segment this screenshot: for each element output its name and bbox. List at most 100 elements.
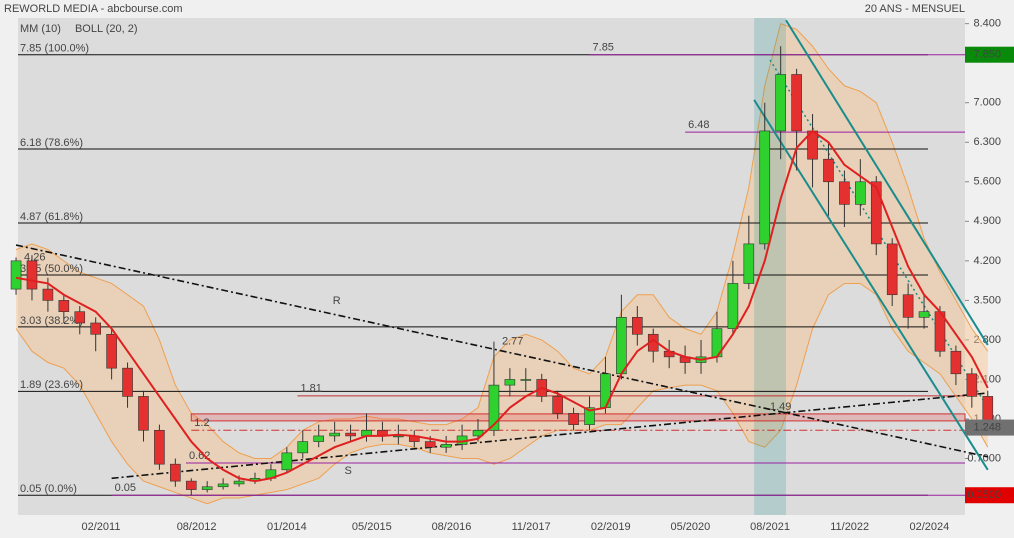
candle-body (313, 435, 325, 442)
level-label: 7.85 (593, 42, 614, 54)
moving-average (15, 129, 989, 483)
candle-body (632, 317, 643, 335)
candle-body (552, 396, 563, 414)
channel-midline (769, 59, 989, 408)
trendline-label: S (345, 465, 352, 477)
trendline (15, 244, 988, 458)
fib-label: 0.05 (0.0%) (20, 483, 77, 495)
candle-body (90, 322, 101, 335)
y-tick-label: 8.400 (973, 18, 1001, 30)
fib-label: 3.03 (38.2%) (20, 315, 83, 327)
candle-body (823, 158, 834, 183)
candle-body (424, 441, 436, 448)
x-tick-label: 11/2017 (512, 521, 551, 533)
candle-body (855, 181, 866, 205)
candle-body (440, 444, 452, 448)
candle-body (393, 435, 404, 438)
candle-body (616, 317, 627, 375)
candle-body (488, 384, 500, 431)
candle-body (58, 300, 70, 312)
y-tick-label: 5.600 (973, 176, 1001, 188)
x-tick-label: 08/2012 (177, 521, 217, 533)
candle-body (217, 483, 229, 488)
bollinger-lower (15, 282, 989, 505)
candle-body (918, 311, 930, 318)
candle-body (233, 480, 245, 485)
candle-body (775, 74, 786, 132)
candle-body (122, 367, 133, 397)
channel-line (785, 19, 989, 346)
candle-body (504, 379, 516, 386)
bollinger-fill (16, 23, 988, 504)
x-tick-label: 05/2015 (352, 521, 392, 533)
price-tag-label: 0.0500 (967, 489, 1001, 501)
candle-body (106, 333, 117, 369)
chart-title: REWORLD MEDIA - abcbourse.com (4, 3, 183, 15)
candle-body (520, 379, 532, 381)
candle-body (74, 311, 86, 324)
candle-body (170, 463, 181, 482)
candle-body (568, 413, 579, 425)
trendline (111, 392, 988, 480)
level-label: 6.48 (688, 119, 709, 131)
fib-label: 4.87 (61.8%) (20, 211, 83, 223)
candle-body (870, 181, 882, 245)
price-tag (965, 487, 1014, 504)
candle-body (10, 260, 22, 290)
candle-body (727, 283, 739, 329)
price-tag-label: 1.248 (973, 421, 1001, 433)
candle-body (902, 294, 914, 318)
y-tick-label: 2.800 (973, 334, 1001, 346)
candle-body (743, 243, 755, 284)
chart-subtitle: 20 ANS - MENSUEL (865, 3, 965, 15)
bollinger-upper (15, 22, 989, 460)
y-tick-label: 6.300 (973, 136, 1001, 148)
price-tag (965, 419, 1014, 436)
candle-body (600, 373, 611, 408)
candle-body (345, 432, 356, 437)
x-tick-label: 05/2020 (671, 521, 711, 533)
candle-body (584, 407, 595, 425)
candle-body (329, 432, 340, 437)
fib-label: 1.89 (23.6%) (20, 379, 83, 391)
legend-item: MM (10) (20, 23, 61, 35)
y-tick-label: 7.000 (973, 97, 1001, 109)
candle-body (42, 288, 54, 301)
candle-body (26, 260, 38, 290)
level-label: 1.81 (300, 383, 321, 395)
plot-area (18, 18, 965, 515)
trendline-label: R (333, 295, 341, 307)
candle-body (791, 74, 802, 132)
x-tick-label: 08/2021 (750, 521, 790, 533)
candle-body (966, 373, 978, 397)
candle-body (185, 480, 197, 490)
candle-body (839, 181, 850, 205)
candle-body (950, 350, 962, 375)
candle-body (281, 452, 293, 471)
x-tick-label: 02/2019 (591, 521, 631, 533)
x-tick-label: 11/2022 (830, 521, 869, 533)
peak-label: 4.26 (24, 251, 45, 263)
level-label: 0.62 (189, 450, 210, 462)
candle-body (886, 243, 898, 296)
y-tick-label: 2.100 (973, 373, 1001, 385)
fib-label: 6.18 (78.6%) (20, 137, 83, 149)
candle-body (138, 396, 149, 431)
y-tick-label: 0.7000 (967, 452, 1001, 464)
x-tick-label: 01/2014 (267, 521, 307, 533)
y-tick-label: 4.900 (973, 215, 1001, 227)
candle-body (297, 441, 309, 454)
peak-label: 2.77 (502, 336, 523, 348)
level-label: 0.05 (115, 482, 136, 494)
x-tick-label: 08/2016 (432, 521, 472, 533)
x-tick-label: 02/2011 (82, 521, 121, 533)
fib-label: 7.85 (100.0%) (20, 43, 89, 55)
legend-item: BOLL (20, 2) (75, 23, 138, 35)
price-tag (965, 46, 1014, 63)
candle-body (154, 429, 165, 465)
level-label: 1.2 (194, 417, 209, 429)
price-tag-label: 7.850 (973, 49, 1001, 61)
x-tick-label: 02/2024 (909, 521, 949, 533)
y-tick-label: 3.500 (973, 294, 1001, 306)
